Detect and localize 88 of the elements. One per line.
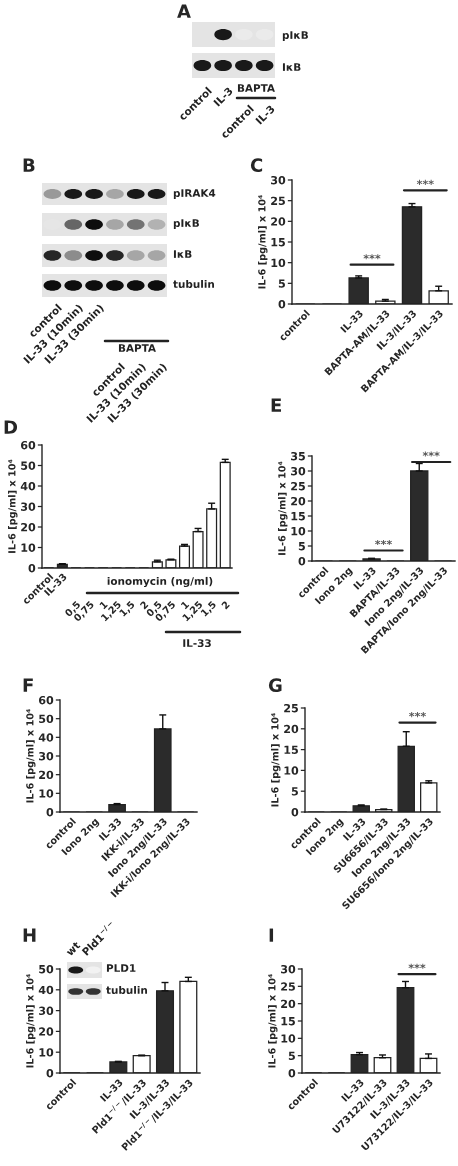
y-tick-label: 30 [271,175,286,185]
y-tick-label: 30 [291,466,306,476]
y-tick-label: 20 [21,522,36,532]
text: IL-33 [183,639,211,648]
x-tick-label: 2 [139,600,149,610]
annotation: tubulin [106,985,148,995]
y-tick-label: 0 [298,556,306,566]
y-tick-label: 10 [291,526,306,536]
text: Pld1$^{−/−}$ [80,920,116,956]
y-axis-title: IL-6 [pg/ml] x 10⁴ [258,195,268,289]
y-tick-label: 5 [288,1051,295,1061]
y-tick-label: 10 [21,543,36,552]
y-tick-label: 30 [21,502,36,511]
annotation: *** [363,254,381,260]
y-tick-label: 5 [291,787,298,796]
y-tick-label: 50 [39,964,54,974]
text: pIRAK4 [173,189,216,200]
y-tick-label: 0 [28,563,36,573]
x-tick-label: 1,5 [200,600,218,618]
text: pIκB [173,219,199,230]
y-tick-label: 20 [39,770,54,780]
annotation: *** [422,451,440,457]
y-tick-label: 20 [281,999,296,1009]
y-tick-label: 30 [281,964,296,974]
annotation: PLD1 [106,964,136,972]
y-tick-label: 25 [281,982,295,991]
y-tick-label: 30 [39,751,54,761]
y-tick-label: 30 [39,1006,54,1015]
text: BAPTA [237,84,275,92]
y-tick-label: 40 [38,985,54,995]
y-axis-title: IL-6 [pg/ml] x 10⁴ [278,461,288,555]
y-tick-label: 5 [278,279,285,288]
text: A [177,4,191,18]
chart-title: F [23,678,33,692]
x-tick-label: 2 [221,600,230,610]
y-axis-title: IL-6 [pg/ml] x 10⁴ [271,713,281,807]
text: BAPTA [118,344,156,352]
y-tick-label: 20 [271,217,286,226]
y-tick-label: 0 [278,299,286,309]
y-tick-label: 0 [288,1068,296,1078]
y-tick-label: 40 [20,481,36,491]
y-tick-label: 5 [298,542,305,551]
text: IκB [173,250,192,258]
y-tick-label: 35 [291,451,305,461]
chart-title: G [268,678,282,692]
y-tick-label: 60 [20,440,36,450]
x-tick-label: 1,5 [119,600,136,618]
text: *** [408,963,426,969]
y-tick-label: 0 [291,807,299,817]
text: IκB [282,63,301,71]
y-tick-label: 20 [39,1027,54,1036]
y-tick-label: 10 [39,1048,54,1057]
y-tick-label: 15 [291,512,305,521]
y-axis-title: IL-6 [pg/ml] x 10⁴ [26,974,36,1068]
y-tick-label: 10 [39,789,54,798]
y-tick-label: 25 [284,703,298,713]
y-axis-title: IL-6 [pg/ml] x 10⁴ [26,709,36,803]
y-tick-label: 20 [291,496,306,506]
annotation: *** [375,539,392,546]
text: B [23,158,35,172]
y-tick-label: 15 [284,745,298,754]
y-tick-label: 15 [271,238,285,247]
text: ionomycin (ng/ml) [107,576,213,588]
y-tick-label: 50 [39,714,54,724]
y-tick-label: 15 [281,1017,295,1026]
text: pIκB [282,31,308,42]
y-tick-label: 20 [284,724,299,734]
text: tubulin [173,279,215,289]
y-tick-label: 10 [284,766,299,775]
y-axis-title: IL-6 [pg/ml] x 10⁴ [8,459,18,553]
chart-title: E [271,398,282,412]
text: wt [65,941,81,957]
y-axis-title: IL-6 [pg/ml] x 10⁴ [268,974,278,1068]
annotation: *** [416,179,434,185]
y-tick-label: 25 [271,196,285,206]
chart-title: H [23,928,36,942]
annotation: *** [409,712,426,718]
chart-title: D [4,420,18,434]
y-tick-label: 10 [281,1034,296,1043]
y-tick-label: 0 [46,807,54,817]
y-tick-label: 60 [38,695,54,705]
y-tick-label: 10 [271,258,286,268]
y-tick-label: 40 [38,733,54,742]
y-tick-label: 25 [291,481,305,491]
chart-title: C [250,158,263,172]
y-tick-label: 0 [46,1068,54,1078]
y-tick-label: 50 [21,461,36,470]
chart-title: I [269,928,274,942]
